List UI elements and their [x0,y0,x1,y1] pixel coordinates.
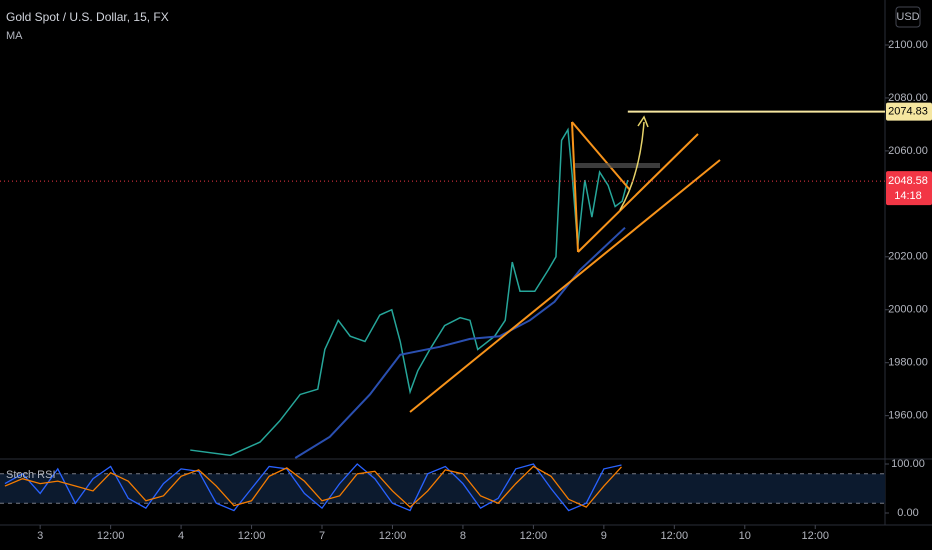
range-box [575,163,660,168]
alert-label: 2074.83 [888,106,928,118]
ma-line [294,226,626,459]
y-tick-label: 1980.00 [888,357,928,369]
x-tick-label: 10 [739,530,751,542]
plot-area [190,127,629,459]
trend-line [409,159,721,413]
x-tick-label: 12:00 [238,530,266,542]
indicator-label: MA [6,30,23,42]
arrow-head [637,115,649,128]
x-tick-label: 4 [178,530,184,542]
y-tick-label: 2020.00 [888,251,928,263]
currency-button[interactable] [895,6,921,28]
x-tick-label: 9 [601,530,607,542]
x-tick-label: 12:00 [661,530,689,542]
x-tick-label: 12:00 [801,530,829,542]
stoch-line [4,463,622,512]
y-tick-label: 2060.00 [888,145,928,157]
drawings [409,115,721,413]
price-line [190,127,629,457]
last-price-box [886,171,932,206]
stoch-title: Stoch RSI [6,469,56,481]
x-tick-label: 12:00 [520,530,548,542]
y-tick-label: 2000.00 [888,304,928,316]
currency-label[interactable]: USD [896,11,919,23]
alert-box [886,102,932,121]
trend-line [571,121,631,191]
trend-line [571,121,579,253]
countdown-label: 14:18 [894,190,922,202]
x-tick-label: 8 [460,530,466,542]
y-tick-label: 2080.00 [888,92,928,104]
chart-title: Gold Spot / U.S. Dollar, 15, FX [6,10,169,24]
y-tick-label: 2100.00 [888,39,928,51]
x-tick-label: 7 [319,530,325,542]
y-tick-label: 1960.00 [888,410,928,422]
stoch-line [4,465,622,509]
x-tick-label: 12:00 [97,530,125,542]
x-tick-label: 3 [37,530,43,542]
stoch-tick-label: 100.00 [891,458,925,470]
stoch-band [0,473,885,504]
stoch-tick-label: 0.00 [897,507,918,519]
x-tick-label: 12:00 [379,530,407,542]
arrow-curve [619,121,645,211]
last-price-label: 2048.58 [888,175,928,187]
trend-line [577,133,699,253]
